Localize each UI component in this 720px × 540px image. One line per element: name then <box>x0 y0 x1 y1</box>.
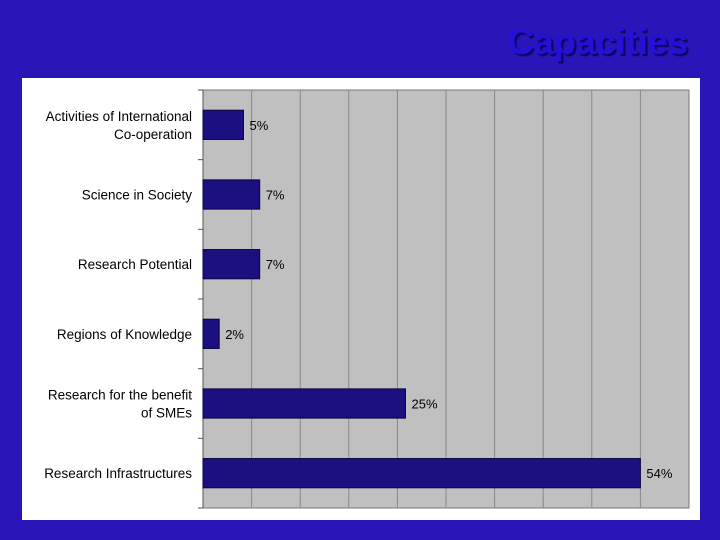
bars <box>202 109 641 489</box>
bar <box>202 458 641 489</box>
value-label: 2% <box>225 327 244 342</box>
value-label: 25% <box>412 397 438 412</box>
category-label: Research Potential <box>78 257 192 272</box>
category-label: Research Infrastructures <box>44 466 192 481</box>
value-label: 5% <box>250 118 269 133</box>
bar <box>202 388 406 419</box>
slide-title: Capacities <box>507 21 688 62</box>
value-label: 7% <box>266 257 285 272</box>
bar <box>202 249 261 280</box>
bar <box>202 179 261 210</box>
value-label: 54% <box>646 466 672 481</box>
chart-panel: Activities of International Co-operation S… <box>22 78 700 520</box>
value-labels: 5% 7% 7% 2% 25% 54% <box>225 118 673 481</box>
category-label: Regions of Knowledge <box>57 327 192 342</box>
category-label: Research for the benefit of SMEs <box>48 388 192 421</box>
category-label: Science in Society <box>82 188 193 203</box>
bar <box>202 109 244 140</box>
category-labels: Activities of International Co-operation S… <box>44 109 192 481</box>
gridlines <box>198 89 641 509</box>
bar <box>202 318 220 349</box>
bar-chart: Activities of International Co-operation S… <box>44 89 690 509</box>
category-label: Activities of International Co-operation <box>46 109 192 142</box>
value-label: 7% <box>266 188 285 203</box>
